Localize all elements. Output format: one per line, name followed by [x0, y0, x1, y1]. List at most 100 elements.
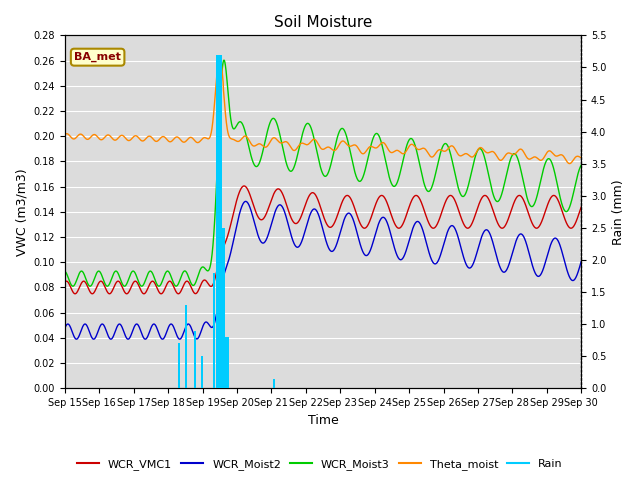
WCR_Moist3 — [151, 276, 159, 281]
WCR_VMC1 — [568, 225, 575, 231]
Bar — [219, 55, 220, 388]
Bar — [224, 228, 225, 388]
Bar — [226, 337, 227, 388]
Bar — [179, 343, 180, 388]
Bar — [186, 305, 187, 388]
WCR_Moist2 — [512, 239, 520, 245]
Y-axis label: VWC (m3/m3): VWC (m3/m3) — [15, 168, 28, 256]
Bar — [214, 273, 215, 388]
WCR_Moist3 — [512, 152, 520, 157]
WCR_Moist2 — [568, 277, 575, 283]
Bar — [218, 55, 219, 388]
WCR_VMC1 — [151, 280, 159, 286]
Bar — [201, 356, 202, 388]
WCR_VMC1 — [282, 199, 289, 205]
WCR_Moist3 — [568, 198, 575, 204]
WCR_VMC1 — [577, 204, 585, 210]
WCR_Moist2 — [151, 322, 159, 327]
Line: WCR_VMC1: WCR_VMC1 — [65, 186, 581, 294]
Bar — [222, 228, 223, 388]
Bar — [186, 305, 187, 388]
Bar — [226, 337, 227, 388]
Bar — [217, 55, 218, 388]
X-axis label: Time: Time — [308, 414, 339, 427]
Bar — [212, 273, 213, 388]
Bar — [212, 273, 214, 388]
Bar — [223, 228, 224, 388]
Bar — [221, 228, 222, 388]
Bar — [194, 331, 195, 388]
Bar — [225, 337, 226, 388]
Bar — [187, 305, 188, 388]
Bar — [218, 55, 219, 388]
Text: BA_met: BA_met — [74, 52, 121, 62]
Bar — [195, 331, 196, 388]
Bar — [201, 356, 202, 388]
Bar — [213, 273, 214, 388]
WCR_Moist2 — [242, 199, 250, 204]
WCR_VMC1 — [120, 288, 128, 294]
WCR_Moist3 — [120, 283, 127, 289]
Bar — [216, 55, 217, 388]
Bar — [224, 228, 225, 388]
Theta_moist — [150, 138, 158, 144]
Bar — [225, 337, 226, 388]
Bar — [224, 228, 225, 388]
Bar — [222, 228, 223, 388]
Theta_moist — [120, 133, 127, 139]
WCR_VMC1 — [259, 216, 267, 222]
Bar — [202, 356, 203, 388]
Theta_moist — [216, 54, 223, 60]
WCR_Moist3 — [138, 283, 145, 289]
Bar — [227, 337, 228, 388]
Bar — [273, 379, 274, 388]
Theta_moist — [259, 143, 267, 149]
Bar — [179, 343, 180, 388]
WCR_VMC1 — [61, 279, 68, 285]
Y-axis label: Rain (mm): Rain (mm) — [612, 179, 625, 245]
Bar — [218, 55, 219, 388]
Bar — [216, 55, 217, 388]
Theta_moist — [282, 139, 289, 144]
Bar — [194, 331, 195, 388]
WCR_VMC1 — [512, 196, 520, 202]
Bar — [217, 55, 218, 388]
Theta_moist — [61, 132, 68, 137]
Bar — [227, 337, 228, 388]
Bar — [227, 337, 228, 388]
WCR_Moist2 — [61, 325, 68, 331]
WCR_VMC1 — [106, 291, 113, 297]
WCR_Moist2 — [90, 336, 97, 342]
Bar — [219, 55, 220, 388]
Bar — [222, 228, 223, 388]
Theta_moist — [512, 151, 520, 156]
Line: Theta_moist: Theta_moist — [65, 57, 581, 164]
Line: WCR_Moist2: WCR_Moist2 — [65, 202, 581, 339]
Bar — [213, 273, 214, 388]
Bar — [219, 55, 220, 388]
Bar — [179, 343, 180, 388]
Bar — [226, 337, 227, 388]
Bar — [185, 305, 186, 388]
Bar — [186, 305, 187, 388]
WCR_VMC1 — [240, 183, 248, 189]
Bar — [213, 273, 214, 388]
Bar — [226, 337, 227, 388]
Bar — [221, 228, 223, 388]
Bar — [217, 55, 218, 388]
Bar — [186, 305, 187, 388]
Bar — [225, 337, 226, 388]
Bar — [216, 55, 217, 388]
Bar — [201, 356, 202, 388]
Bar — [220, 55, 221, 388]
Bar — [223, 228, 224, 388]
Bar — [274, 379, 275, 388]
Bar — [178, 343, 179, 388]
Bar — [200, 356, 201, 388]
Bar — [202, 356, 203, 388]
Bar — [185, 305, 186, 388]
Bar — [273, 379, 275, 388]
Bar — [223, 228, 225, 388]
Bar — [216, 55, 217, 388]
Bar — [179, 343, 180, 388]
